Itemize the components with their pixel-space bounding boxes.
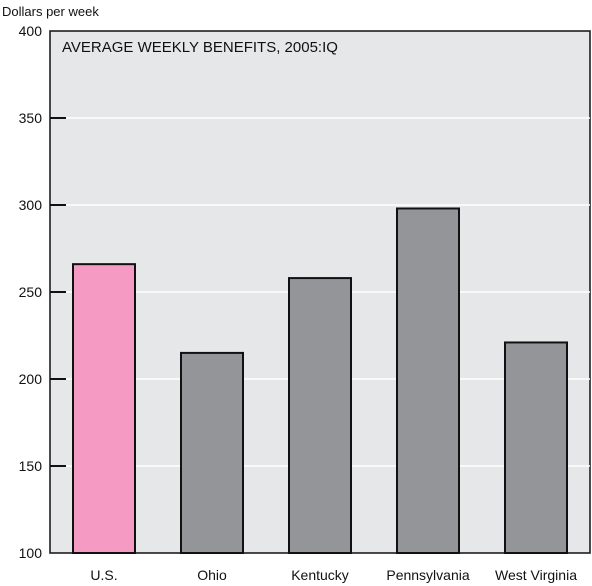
bar-west-virginia	[505, 342, 567, 553]
y-axis-label: Dollars per week	[2, 4, 99, 19]
x-axis: U.S. Ohio Kentucky Pennsylvania West Virgini…	[90, 567, 577, 583]
bar-ohio	[181, 353, 243, 553]
x-tick-label: U.S.	[90, 567, 117, 583]
y-tick-label: 100	[19, 545, 43, 561]
y-tick-label: 300	[19, 197, 43, 213]
y-tick-label: 400	[19, 23, 43, 39]
x-tick-label: Ohio	[197, 567, 227, 583]
x-tick-label: Kentucky	[291, 567, 349, 583]
y-tick-label: 350	[19, 110, 43, 126]
y-tick-label: 150	[19, 458, 43, 474]
bar-kentucky	[289, 278, 351, 553]
x-tick-label: West Virginia	[495, 567, 577, 583]
chart-title: AVERAGE WEEKLY BENEFITS, 2005:IQ	[62, 39, 338, 56]
y-tick-label: 250	[19, 284, 43, 300]
x-tick-label: Pennsylvania	[386, 567, 469, 583]
bar-u-s	[73, 264, 135, 553]
y-tick-label: 200	[19, 371, 43, 387]
bar-pennsylvania	[397, 208, 459, 553]
